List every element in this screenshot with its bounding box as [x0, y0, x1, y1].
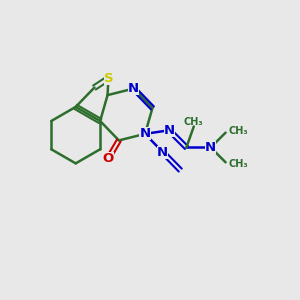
- Text: N: N: [140, 128, 151, 140]
- Text: S: S: [103, 72, 113, 85]
- Text: N: N: [157, 146, 168, 158]
- Text: N: N: [128, 82, 139, 95]
- Text: CH₃: CH₃: [184, 117, 204, 127]
- Text: CH₃: CH₃: [229, 159, 248, 169]
- Text: N: N: [205, 141, 216, 154]
- Text: N: N: [164, 124, 175, 137]
- Text: CH₃: CH₃: [229, 126, 248, 136]
- Text: O: O: [102, 152, 114, 165]
